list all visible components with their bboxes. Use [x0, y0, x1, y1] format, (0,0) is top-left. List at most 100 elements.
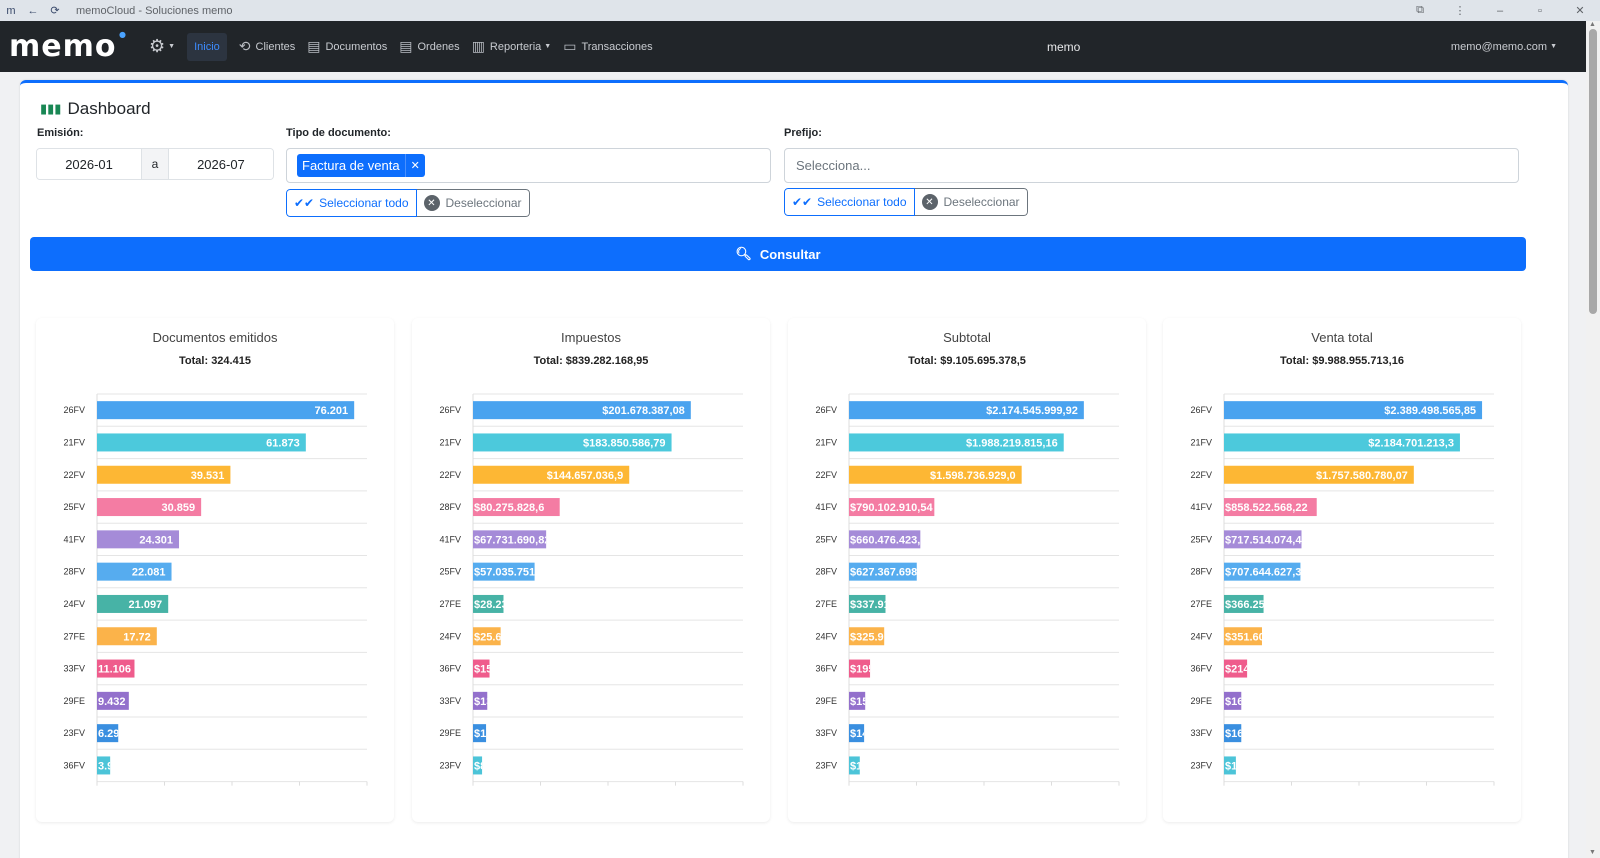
chart-bar[interactable] [97, 530, 180, 549]
chart-bar[interactable] [473, 594, 504, 613]
chart-bar[interactable] [473, 530, 547, 549]
chart-bar[interactable] [97, 756, 111, 775]
minimize-icon[interactable]: – [1496, 4, 1504, 17]
chart-bar[interactable] [473, 401, 691, 420]
chart-bar[interactable] [473, 659, 490, 678]
chart-bar[interactable] [97, 724, 119, 743]
nav-ordenes[interactable]: ▤ Ordenes [399, 33, 459, 61]
scroll-down-icon[interactable]: ▼ [1589, 849, 1596, 856]
back-arrow-icon[interactable]: ← [27, 4, 39, 17]
category-tick-label: 23FV [63, 728, 85, 738]
category-tick-label: 36FV [815, 664, 837, 674]
date-separator: a [141, 149, 169, 179]
double-check-icon: ✔✔ [294, 196, 315, 210]
date-to-input[interactable]: 2026-07 [168, 149, 273, 179]
nav-transacciones[interactable]: ▭ Transacciones [563, 33, 652, 61]
bar-data-label: $2.184.701.213,3 [1368, 437, 1454, 449]
chart-bar[interactable] [97, 659, 135, 678]
nav-reporteria[interactable]: ▥ Reporteria ▼ [472, 33, 552, 61]
consultar-button[interactable]: 🔍︎ Consultar [30, 237, 1526, 271]
chart-bar[interactable] [473, 433, 672, 452]
page-scrollbar[interactable]: ▲ ▼ [1586, 21, 1600, 858]
chart-bar[interactable] [473, 562, 535, 581]
chart-bar[interactable] [97, 498, 202, 517]
tipo-documento-select[interactable]: Factura de venta ✕ [286, 148, 771, 183]
tipo-select-all-button[interactable]: ✔✔ Seleccionar todo [286, 189, 417, 217]
category-tick-label: 41FV [815, 502, 837, 512]
chart-bar[interactable] [473, 691, 488, 710]
chevron-down-icon[interactable]: ▼ [168, 43, 176, 50]
reload-icon[interactable]: ⟳ [50, 5, 60, 17]
chart-bar[interactable] [849, 691, 866, 710]
bar-data-label: 39.531 [191, 470, 225, 482]
prefijo-select[interactable]: Selecciona... [784, 148, 1519, 183]
bar-data-label: $2.174.545.999,92 [986, 405, 1078, 417]
nav-clientes[interactable]: ⟲ Clientes [239, 33, 295, 61]
chart-bar[interactable] [849, 562, 917, 581]
chart-bar[interactable] [1224, 594, 1264, 613]
chart-bar[interactable] [1224, 433, 1460, 452]
memo-logo[interactable]: memo ● [9, 29, 127, 64]
bar-data-label: 24.301 [139, 534, 173, 546]
report-icon: ▥ [471, 38, 485, 54]
chart-bar[interactable] [1224, 627, 1262, 646]
scroll-thumb[interactable] [1589, 29, 1597, 314]
chart-bar[interactable] [97, 594, 169, 613]
chart-bar[interactable] [97, 401, 355, 420]
chart-bar[interactable] [849, 498, 935, 517]
chart-bar[interactable] [97, 465, 231, 484]
prefijo-select-all-button[interactable]: ✔✔ Seleccionar todo [784, 188, 915, 216]
prefijo-button-group: ✔✔ Seleccionar todo ✕ Deseleccionar [784, 188, 1028, 216]
category-tick-label: 36FV [1190, 664, 1212, 674]
chart-bar[interactable] [1224, 465, 1414, 484]
restore-icon[interactable]: ▫ [1538, 4, 1542, 17]
chart-bar[interactable] [849, 724, 865, 743]
chart-bar[interactable] [97, 691, 129, 710]
tipo-button-group: ✔✔ Seleccionar todo ✕ Deseleccionar [286, 189, 530, 217]
chart-bar[interactable] [1224, 756, 1236, 775]
chart-bar[interactable] [473, 724, 487, 743]
gear-icon[interactable]: ⚙ [149, 36, 166, 56]
bar-data-label: $16 [1225, 728, 1243, 740]
logo-text: memo [9, 29, 117, 64]
category-tick-label: 27FE [815, 599, 837, 609]
chart-bar[interactable] [473, 498, 560, 517]
chart-bar[interactable] [849, 627, 885, 646]
chart-bar[interactable] [97, 562, 172, 581]
close-icon[interactable]: ✕ [1575, 5, 1585, 17]
page-title: ▮▮▮ Dashboard [40, 99, 151, 119]
chart-bar[interactable] [97, 627, 157, 646]
more-vert-icon[interactable]: ⋮ [1454, 5, 1466, 17]
chart-bar[interactable] [473, 627, 501, 646]
chart-bar[interactable] [1224, 530, 1302, 549]
chart-bar[interactable] [1224, 401, 1483, 420]
scroll-up-icon[interactable]: ▲ [1589, 21, 1596, 28]
chart-bar[interactable] [473, 465, 630, 484]
date-from-input[interactable]: 2026-01 [37, 149, 142, 179]
chart-bar[interactable] [849, 530, 921, 549]
prefijo-deselect-button[interactable]: ✕ Deseleccionar [914, 188, 1028, 216]
chart-bar[interactable] [1224, 724, 1242, 743]
chart-bar[interactable] [849, 756, 860, 775]
nav-documentos[interactable]: ▤ Documentos [307, 33, 387, 61]
chart-bar[interactable] [1224, 691, 1242, 710]
bar-data-label: $201.678.387,08 [602, 405, 685, 417]
chart-bar[interactable] [1224, 659, 1248, 678]
tipo-chip: Factura de venta ✕ [297, 154, 425, 177]
chart-bar[interactable] [849, 594, 886, 613]
tipo-deselect-button[interactable]: ✕ Deseleccionar [416, 189, 530, 217]
x-circle-icon: ✕ [423, 195, 440, 211]
chart-bar[interactable] [849, 659, 871, 678]
extension-icon[interactable]: ⧉ [1416, 4, 1424, 16]
nav-inicio[interactable]: Inicio [187, 32, 227, 61]
chart-bar[interactable] [849, 465, 1022, 484]
category-tick-label: 21FV [63, 437, 85, 447]
chart-bar[interactable] [1224, 498, 1317, 517]
chart-bar[interactable] [849, 401, 1084, 420]
chart-bar[interactable] [849, 433, 1064, 452]
chart-bar[interactable] [473, 756, 483, 775]
chart-bar[interactable] [1224, 562, 1301, 581]
user-menu[interactable]: memo@memo.com ▼ [1451, 21, 1557, 72]
remove-chip-icon[interactable]: ✕ [404, 154, 425, 177]
chart-bar[interactable] [97, 433, 306, 452]
